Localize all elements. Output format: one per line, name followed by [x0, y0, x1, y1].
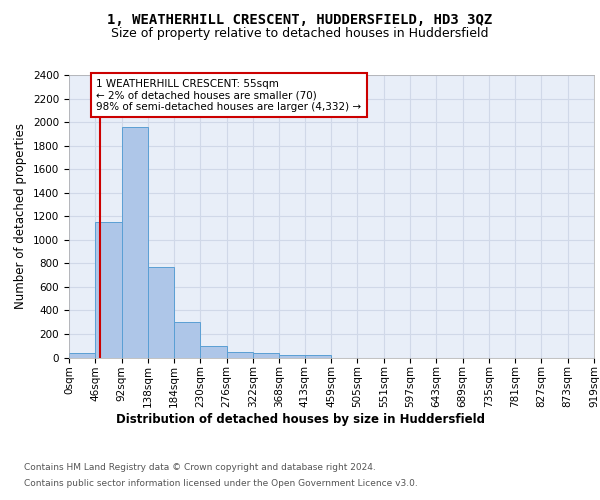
Text: Contains HM Land Registry data © Crown copyright and database right 2024.: Contains HM Land Registry data © Crown c… [24, 464, 376, 472]
Bar [227, 352, 253, 358]
Text: Distribution of detached houses by size in Huddersfield: Distribution of detached houses by size … [115, 412, 485, 426]
Bar [253, 353, 279, 358]
Text: Contains public sector information licensed under the Open Government Licence v3: Contains public sector information licen… [24, 478, 418, 488]
Bar [69, 354, 95, 358]
Text: 1 WEATHERHILL CRESCENT: 55sqm
← 2% of detached houses are smaller (70)
98% of se: 1 WEATHERHILL CRESCENT: 55sqm ← 2% of de… [97, 78, 362, 112]
Y-axis label: Number of detached properties: Number of detached properties [14, 123, 28, 309]
Bar [122, 127, 148, 358]
Bar [279, 354, 305, 358]
Bar [174, 322, 200, 358]
Bar [95, 222, 122, 358]
Bar [200, 346, 227, 358]
Bar [305, 355, 331, 358]
Text: 1, WEATHERHILL CRESCENT, HUDDERSFIELD, HD3 3QZ: 1, WEATHERHILL CRESCENT, HUDDERSFIELD, H… [107, 12, 493, 26]
Text: Size of property relative to detached houses in Huddersfield: Size of property relative to detached ho… [111, 28, 489, 40]
Bar [148, 267, 174, 358]
